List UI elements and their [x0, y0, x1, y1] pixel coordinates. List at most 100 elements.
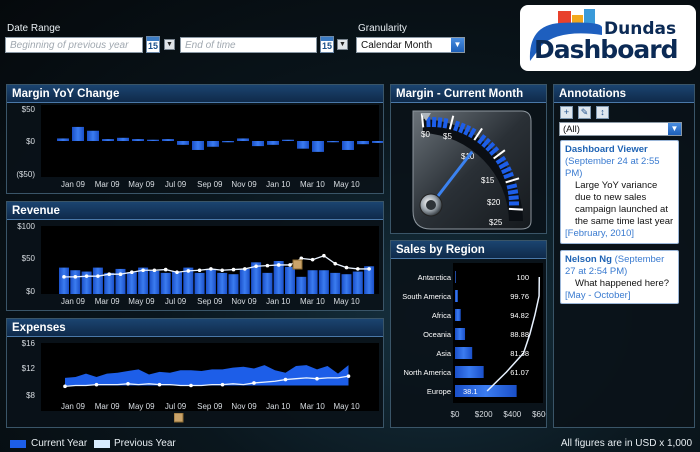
annotation-marker-icon[interactable] [174, 413, 184, 423]
sales-bar[interactable] [455, 290, 458, 302]
margin-bar[interactable] [252, 141, 264, 147]
sort-annotations-icon[interactable]: ↕ [596, 106, 609, 119]
revenue-bar[interactable] [115, 268, 126, 294]
revenue-point[interactable] [367, 267, 371, 271]
margin-bar[interactable] [297, 141, 309, 149]
revenue-point[interactable] [209, 267, 213, 271]
expenses-point[interactable] [315, 376, 319, 381]
revenue-bar[interactable] [341, 274, 352, 294]
margin-bar[interactable] [222, 141, 234, 143]
margin-bar[interactable] [267, 141, 279, 145]
annotation-range[interactable]: [February, 2010] [565, 228, 635, 239]
revenue-bar[interactable] [81, 271, 92, 294]
revenue-bar[interactable] [262, 272, 273, 294]
margin-bar[interactable] [57, 138, 69, 141]
revenue-point[interactable] [333, 261, 338, 266]
revenue-bar[interactable] [285, 266, 295, 294]
revenue-bar[interactable] [160, 272, 171, 294]
end-dropdown-icon[interactable]: ▼ [337, 39, 348, 50]
margin-bar[interactable] [192, 141, 204, 150]
revenue-bar[interactable] [228, 274, 239, 294]
sales-bar[interactable] [455, 309, 461, 321]
margin-bar[interactable] [132, 139, 144, 141]
margin-bar[interactable] [117, 137, 129, 141]
revenue-bar[interactable] [330, 272, 341, 294]
end-date-input[interactable]: End of time [180, 37, 317, 53]
start-dropdown-icon[interactable]: ▼ [164, 39, 175, 50]
revenue-bar[interactable] [217, 272, 228, 294]
revenue-point[interactable] [107, 272, 111, 276]
revenue-point[interactable] [276, 263, 281, 267]
annotation-card[interactable]: Dashboard Viewer (September 24 at 2:55 P… [560, 140, 679, 244]
revenue-point[interactable] [96, 274, 100, 278]
revenue-point[interactable] [118, 272, 123, 276]
revenue-point[interactable] [186, 269, 191, 273]
sales-bar[interactable] [455, 271, 456, 283]
margin-bar[interactable] [207, 141, 219, 147]
revenue-bar[interactable] [149, 270, 160, 294]
annotation-marker-icon[interactable] [292, 259, 303, 270]
annotation-range[interactable]: [May - October] [565, 290, 631, 301]
margin-bar[interactable] [357, 141, 369, 145]
margin-bar[interactable] [342, 141, 354, 150]
revenue-bar[interactable] [194, 272, 205, 294]
revenue-bar[interactable] [251, 262, 262, 294]
revenue-bar[interactable] [307, 270, 318, 294]
revenue-bar[interactable] [318, 270, 329, 294]
revenue-point[interactable] [322, 253, 326, 258]
expenses-point[interactable] [346, 374, 351, 378]
revenue-bar[interactable] [239, 268, 250, 294]
revenue-point[interactable] [84, 274, 89, 278]
revenue-point[interactable] [356, 267, 360, 271]
revenue-point[interactable] [310, 257, 315, 262]
revenue-bar[interactable] [273, 261, 284, 294]
revenue-point[interactable] [141, 268, 145, 273]
revenue-point[interactable] [243, 267, 247, 271]
margin-bar[interactable] [237, 138, 249, 141]
revenue-point[interactable] [299, 256, 304, 261]
chevron-down-icon[interactable]: ▼ [451, 38, 464, 52]
margin-bar[interactable] [177, 141, 189, 145]
margin-bar[interactable] [162, 139, 174, 141]
revenue-bar[interactable] [352, 271, 363, 294]
expenses-point[interactable] [94, 382, 99, 387]
revenue-point[interactable] [130, 270, 134, 275]
expenses-point[interactable] [157, 382, 162, 387]
annotation-author[interactable]: Dashboard Viewer [565, 144, 648, 155]
margin-bar[interactable] [87, 130, 99, 141]
revenue-bar[interactable] [138, 267, 149, 294]
revenue-point[interactable] [152, 268, 157, 273]
revenue-bar[interactable] [364, 266, 375, 294]
margin-bar[interactable] [72, 126, 84, 141]
expenses-point[interactable] [252, 381, 256, 385]
sales-bar[interactable] [455, 366, 484, 378]
revenue-point[interactable] [163, 267, 168, 272]
revenue-bar[interactable] [104, 272, 115, 294]
revenue-bar[interactable] [183, 267, 194, 294]
annotation-author[interactable]: Nelson Ng [565, 254, 612, 265]
margin-bar[interactable] [327, 141, 339, 143]
revenue-bar[interactable] [205, 268, 216, 294]
expenses-point[interactable] [126, 382, 130, 386]
revenue-point[interactable] [265, 263, 270, 268]
expenses-point[interactable] [189, 383, 193, 388]
margin-bar[interactable] [147, 139, 159, 141]
revenue-point[interactable] [220, 268, 224, 273]
revenue-point[interactable] [344, 265, 349, 270]
revenue-point[interactable] [62, 275, 66, 279]
revenue-bar[interactable] [70, 270, 81, 294]
granularity-select[interactable]: Calendar Month ▼ [356, 37, 465, 53]
expenses-point[interactable] [220, 382, 225, 387]
expenses-point[interactable] [63, 384, 67, 389]
margin-bar[interactable] [312, 141, 324, 152]
revenue-point[interactable] [288, 263, 292, 267]
revenue-bar[interactable] [92, 267, 103, 294]
start-date-input[interactable]: Beginning of previous year [5, 37, 143, 53]
revenue-point[interactable] [197, 268, 202, 273]
margin-bar[interactable] [102, 139, 114, 141]
annotation-card[interactable]: Nelson Ng (September 27 at 2:54 PM) What… [560, 250, 679, 304]
sales-bar[interactable] [455, 385, 517, 397]
add-annotation-icon[interactable]: + [560, 106, 573, 119]
margin-bar[interactable] [282, 139, 294, 141]
revenue-bar[interactable] [296, 276, 307, 294]
